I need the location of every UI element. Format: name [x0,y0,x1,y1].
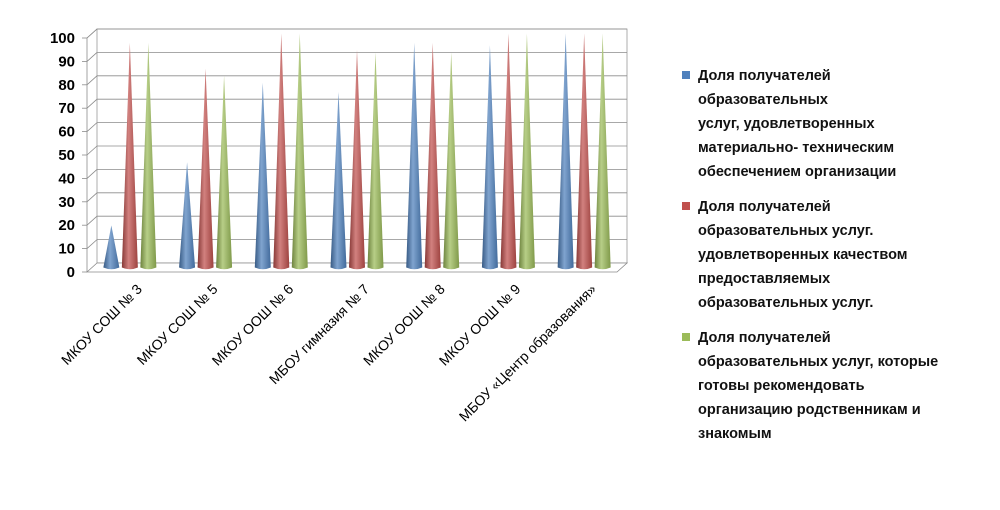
y-tick-label: 50 [58,147,75,164]
x-tick-label: МКОУ СОШ № 5 [134,281,221,368]
y-tick-label: 10 [58,241,75,258]
y-tick-label: 90 [58,53,75,70]
x-tick-label: МКОУ СОШ № 3 [58,281,145,368]
cone-bar [254,82,271,270]
cone-bar [273,33,290,270]
y-tick-label: 100 [50,30,75,47]
axes [82,28,98,273]
y-tick-label: 80 [58,77,75,94]
cone-bar [121,42,138,270]
x-tick-label: МКОУ ООШ № 6 [209,281,297,369]
legend-swatch-red [682,202,690,210]
gridline [86,75,627,86]
cone-bar [330,92,347,270]
cone-bar [103,225,120,270]
y-axis-ticks: 0 10 20 30 40 50 60 70 80 90 100 [50,30,75,281]
x-tick-label: МБОУ «Центр образования» [456,281,600,425]
cone-bar [197,68,214,270]
axis-edge [86,28,98,39]
legend: Доля получателей образовательных услуг, … [682,64,994,457]
x-tick-label: МКОУ ООШ № 8 [360,281,448,369]
cone-bar [576,33,593,270]
legend-swatch-blue [682,71,690,79]
x-tick-label: МКОУ ООШ № 9 [436,281,524,369]
legend-swatch-green [682,333,690,341]
cone-bar [406,42,423,270]
cone-bar [481,45,498,270]
cone-bar [179,162,196,270]
legend-item-2: Доля получателей образовательных услуг. … [682,195,994,315]
cone-bar [367,52,384,270]
cone-bar [424,42,441,270]
legend-item-3: Доля получателей образовательных услуг, … [682,326,994,446]
y-tick-label: 20 [58,217,75,234]
legend-label-2: Доля получателей образовательных услуг. … [698,199,908,311]
y-tick-label: 40 [58,170,75,187]
legend-item-1: Доля получателей образовательных услуг, … [682,64,994,184]
cone-bar [216,75,233,270]
cone-bars [103,33,611,270]
legend-label-3: Доля получателей образовательных услуг, … [698,330,939,442]
cone-bar [140,42,157,270]
cone-bar [443,52,460,270]
gridline [86,52,627,62]
y-tick-label: 30 [58,194,75,211]
y-tick-label: 60 [58,124,75,141]
cone-bar [594,33,611,270]
cone-bar [349,49,365,270]
cone-bar [291,33,308,270]
y-tick-label: 0 [67,264,75,281]
legend-label-1: Доля получателей образовательных услуг, … [698,68,897,180]
cone-bar [518,33,535,270]
cone-bar [557,33,574,270]
cone-bar [500,33,517,270]
y-tick-label: 70 [58,100,75,117]
